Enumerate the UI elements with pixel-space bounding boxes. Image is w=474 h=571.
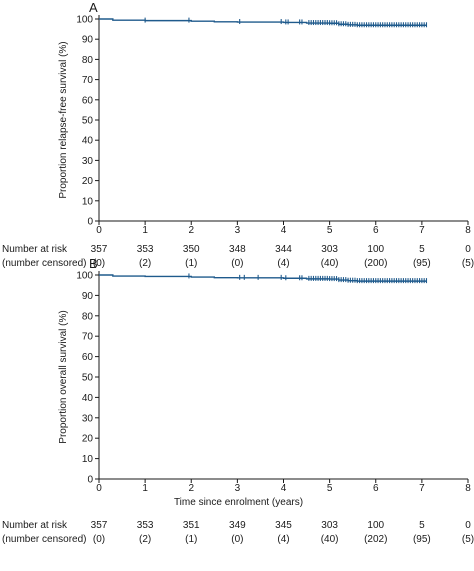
y-tick-label: 90	[82, 291, 94, 302]
x-tick-label: 8	[465, 225, 471, 236]
y-tick-label: 0	[87, 217, 93, 228]
y-tick-label: 0	[87, 475, 93, 486]
at-risk-value: 353	[137, 244, 154, 255]
panel-letter: A	[89, 0, 98, 15]
x-tick-label: 8	[465, 483, 471, 494]
y-tick-label: 60	[82, 352, 94, 363]
at-risk-value: 5	[419, 244, 425, 255]
y-tick-label: 40	[82, 393, 94, 404]
at-risk-value: 357	[91, 520, 108, 531]
censored-value: (2)	[139, 534, 151, 545]
y-tick-label: 10	[82, 196, 94, 207]
censored-value: (95)	[413, 258, 431, 269]
y-tick-label: 50	[82, 116, 94, 127]
y-tick-label: 10	[82, 454, 94, 465]
x-tick-label: 2	[188, 225, 194, 236]
at-risk-value: 357	[91, 244, 108, 255]
at-risk-value: 351	[183, 520, 200, 531]
x-tick-label: 4	[281, 225, 287, 236]
censored-value: (5)	[462, 534, 474, 545]
at-risk-value: 100	[367, 520, 384, 531]
x-tick-label: 7	[419, 225, 425, 236]
censored-value: (0)	[93, 534, 105, 545]
x-tick-label: 3	[235, 483, 241, 494]
y-tick-label: 70	[82, 332, 94, 343]
censored-value: (0)	[231, 534, 243, 545]
y-axis-title: Proportion overall survival (%)	[58, 310, 69, 443]
x-tick-label: 5	[327, 225, 333, 236]
at-risk-value: 348	[229, 244, 246, 255]
censored-value: (4)	[277, 258, 289, 269]
at-risk-value: 303	[321, 520, 338, 531]
at-risk-value: 349	[229, 520, 246, 531]
at-risk-value: 350	[183, 244, 200, 255]
at-risk-value: 303	[321, 244, 338, 255]
risk-row-label: Number at risk	[2, 520, 68, 531]
y-tick-label: 100	[76, 271, 93, 282]
x-tick-label: 7	[419, 483, 425, 494]
y-tick-label: 20	[82, 176, 94, 187]
censored-value: (1)	[185, 258, 197, 269]
survival-curve	[99, 274, 427, 282]
y-tick-label: 90	[82, 35, 94, 46]
censored-row-label: (number censored)	[2, 534, 86, 545]
y-tick-label: 80	[82, 55, 94, 66]
x-tick-label: 1	[142, 483, 148, 494]
censored-value: (40)	[321, 258, 339, 269]
censored-value: (200)	[364, 258, 387, 269]
at-risk-value: 0	[465, 244, 471, 255]
x-tick-label: 4	[281, 483, 287, 494]
y-tick-label: 50	[82, 373, 94, 384]
censored-value: (4)	[277, 534, 289, 545]
censored-value: (0)	[231, 258, 243, 269]
y-tick-label: 30	[82, 156, 94, 167]
x-tick-label: 3	[235, 225, 241, 236]
x-tick-label: 0	[96, 225, 102, 236]
y-tick-label: 100	[76, 15, 93, 26]
survival-curve	[99, 18, 427, 26]
at-risk-value: 344	[275, 244, 292, 255]
at-risk-value: 100	[367, 244, 384, 255]
censored-value: (40)	[321, 534, 339, 545]
x-axis-title: Time since enrolment (years)	[174, 497, 303, 508]
y-tick-label: 60	[82, 95, 94, 106]
x-tick-label: 5	[327, 483, 333, 494]
x-tick-label: 0	[96, 483, 102, 494]
x-tick-label: 6	[373, 483, 379, 494]
panel-letter: B	[89, 256, 98, 271]
y-tick-label: 40	[82, 136, 94, 147]
y-tick-label: 70	[82, 75, 94, 86]
risk-row-label: Number at risk	[2, 244, 68, 255]
x-tick-label: 2	[188, 483, 194, 494]
y-tick-label: 20	[82, 434, 94, 445]
x-tick-label: 6	[373, 225, 379, 236]
censored-value: (202)	[364, 534, 387, 545]
x-tick-label: 1	[142, 225, 148, 236]
at-risk-value: 345	[275, 520, 292, 531]
y-tick-label: 30	[82, 413, 94, 424]
censored-row-label: (number censored)	[2, 258, 86, 269]
y-axis-title: Proportion relapse-free survival (%)	[58, 41, 69, 198]
censored-value: (5)	[462, 258, 474, 269]
censored-value: (2)	[139, 258, 151, 269]
at-risk-value: 5	[419, 520, 425, 531]
censored-value: (1)	[185, 534, 197, 545]
censored-value: (0)	[93, 258, 105, 269]
y-tick-label: 80	[82, 311, 94, 322]
censored-value: (95)	[413, 534, 431, 545]
at-risk-value: 353	[137, 520, 154, 531]
at-risk-value: 0	[465, 520, 471, 531]
